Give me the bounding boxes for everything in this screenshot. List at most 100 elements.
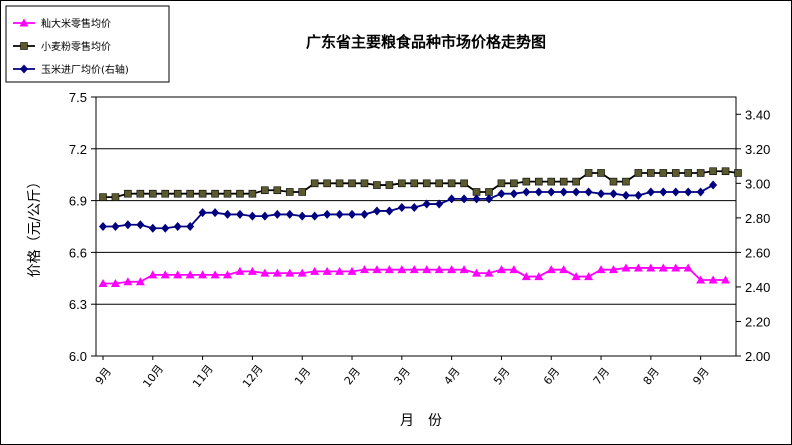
- plot-area: [95, 96, 737, 357]
- data-point: [447, 265, 457, 274]
- data-point: [633, 263, 643, 272]
- data-point: [572, 177, 580, 186]
- data-point: [634, 169, 643, 177]
- legend-label: 小麦粉零售均价: [41, 40, 111, 53]
- legend-label: 籼大米零售均价: [41, 17, 111, 30]
- right-tick-label: 2.40: [745, 280, 770, 295]
- data-point: [547, 177, 556, 186]
- data-point: [509, 189, 518, 199]
- data-point: [186, 189, 194, 198]
- data-point: [571, 272, 581, 281]
- x-tick-label: 7月: [591, 365, 612, 387]
- data-point: [671, 263, 681, 272]
- data-point: [298, 188, 307, 196]
- data-point: [161, 223, 170, 233]
- data-point: [211, 189, 219, 198]
- data-point: [634, 190, 643, 200]
- legend-item: 玉米进厂均价(右轴): [13, 63, 129, 76]
- data-point: [534, 187, 543, 197]
- x-tick-label: 10月: [140, 362, 166, 390]
- data-point: [621, 190, 630, 200]
- data-point: [422, 265, 432, 274]
- data-point: [684, 169, 692, 177]
- data-point: [559, 177, 568, 186]
- data-point: [260, 211, 269, 221]
- data-point: [185, 270, 195, 279]
- data-point: [310, 266, 320, 275]
- data-point: [484, 194, 493, 204]
- data-point: [335, 209, 344, 219]
- x-tick-label: 2月: [342, 365, 363, 387]
- data-point: [460, 194, 469, 204]
- right-tick-label: 3.40: [745, 107, 770, 122]
- right-tick-label: 3.00: [745, 176, 770, 191]
- series-1: [98, 263, 731, 287]
- data-point: [496, 265, 506, 274]
- data-point: [584, 272, 594, 281]
- data-point: [709, 180, 718, 190]
- data-point: [235, 209, 244, 219]
- data-point: [422, 199, 431, 209]
- data-point: [148, 223, 157, 233]
- chart-title: 广东省主要粮食品种市场价格走势图: [306, 33, 546, 51]
- data-point: [160, 270, 170, 279]
- left-tick-label: 7.2: [69, 142, 87, 157]
- gridlines: [96, 148, 736, 305]
- data-point: [709, 167, 717, 176]
- data-point: [521, 272, 531, 281]
- series-line: [103, 170, 739, 199]
- data-point: [359, 265, 369, 274]
- left-tick-label: 7.5: [69, 90, 87, 105]
- data-point: [310, 211, 319, 221]
- data-point: [696, 275, 706, 284]
- data-point: [173, 222, 182, 231]
- data-point: [323, 209, 332, 219]
- data-point: [659, 187, 668, 197]
- x-tick-label: 9月: [93, 365, 114, 387]
- x-axis-title: 月 份: [400, 413, 442, 429]
- data-point: [410, 179, 419, 188]
- data-point: [671, 169, 680, 177]
- data-point: [559, 187, 568, 197]
- legend-item: 籼大米零售均价: [13, 17, 111, 30]
- data-point: [721, 275, 731, 284]
- data-point: [198, 208, 207, 218]
- data-point: [173, 270, 183, 279]
- right-tick-label: 2.80: [745, 211, 770, 226]
- x-tick-label: 11月: [190, 362, 216, 390]
- data-point: [547, 187, 556, 197]
- data-point: [198, 270, 208, 279]
- data-point: [272, 268, 282, 277]
- data-point: [248, 189, 257, 198]
- data-point: [247, 266, 257, 275]
- data-point: [348, 209, 357, 219]
- data-point: [683, 263, 693, 272]
- data-point: [646, 263, 656, 272]
- data-point: [124, 189, 132, 198]
- data-point: [148, 270, 158, 279]
- x-tick-label: 6月: [541, 365, 562, 387]
- data-point: [99, 222, 107, 231]
- data-point: [285, 188, 294, 196]
- data-point: [123, 220, 132, 230]
- data-point: [198, 189, 207, 198]
- data-point: [572, 187, 581, 197]
- data-point: [447, 179, 456, 188]
- data-point: [135, 277, 145, 286]
- y-axis-title: 价格（元/公斤）: [27, 175, 43, 278]
- x-axis-ticks: 9月 10月 11月 12月 1月 2月 3月 4月 5月 6月 7月 8月 9月: [93, 356, 712, 390]
- data-point: [609, 189, 618, 199]
- data-point: [472, 268, 482, 277]
- data-point: [497, 179, 506, 188]
- data-point: [223, 189, 232, 198]
- data-point: [360, 179, 369, 188]
- data-point: [323, 179, 331, 188]
- data-point: [696, 187, 705, 197]
- x-tick-label: 12月: [240, 362, 266, 390]
- data-point: [410, 203, 419, 213]
- data-point: [186, 222, 195, 231]
- right-tick-label: 2.00: [745, 349, 770, 364]
- data-point: [546, 265, 556, 274]
- left-tick-label: 6.6: [69, 245, 87, 260]
